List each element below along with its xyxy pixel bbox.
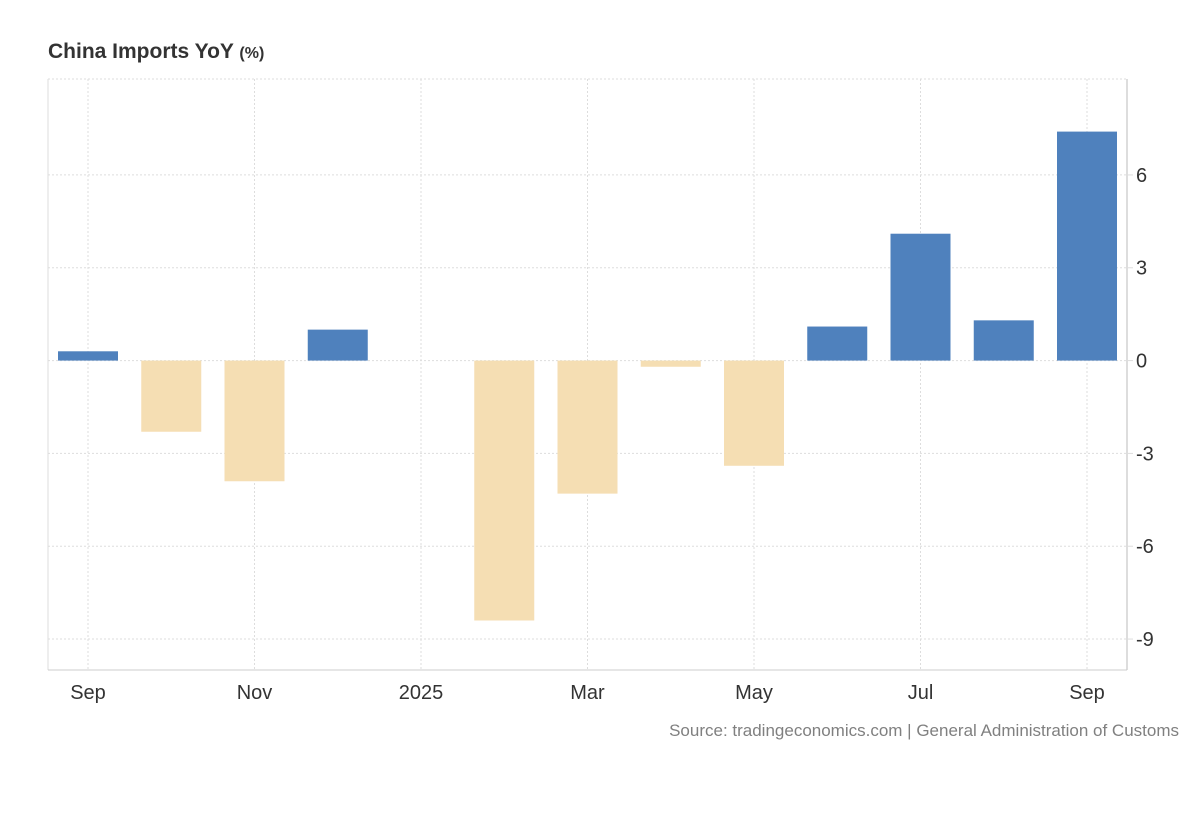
x-tick-label: 2025 <box>399 682 444 704</box>
bar-mar-2025 <box>557 360 618 494</box>
y-tick-label: 6 <box>1136 165 1147 187</box>
x-tick-label: Sep <box>70 682 106 704</box>
x-tick-label: Sep <box>1069 682 1105 704</box>
x-tick-label: Nov <box>237 682 273 704</box>
y-tick-label: -6 <box>1136 536 1154 558</box>
bar-may-2025 <box>724 360 784 466</box>
y-tick-label: 0 <box>1136 351 1147 373</box>
y-tick-label: -9 <box>1136 629 1154 651</box>
bar-sep-2025 <box>1057 131 1117 361</box>
source-note: Source: tradingeconomics.com | General A… <box>669 721 1179 740</box>
bar-feb-2025 <box>474 360 535 621</box>
chart-title: China Imports YoY (%) <box>48 40 264 64</box>
chart-title-text: China Imports YoY <box>48 40 234 63</box>
chart-title-unit: (%) <box>239 45 265 62</box>
bar-aug-2025 <box>973 320 1034 361</box>
bar-jun-2025 <box>807 326 868 361</box>
y-tick-label: -3 <box>1136 443 1154 465</box>
bar-jul-2025 <box>890 233 951 361</box>
bar-nov-2024 <box>224 360 285 482</box>
y-tick-label: 3 <box>1136 258 1147 280</box>
bar-chart: 6 3 0 -3 -6 -9 Sep Nov 2025 Mar May Jul Sep <box>47 78 1154 704</box>
x-tick-label: Jul <box>908 682 934 704</box>
bar-sep-2024 <box>58 351 118 361</box>
bar-dec-2024 <box>307 329 368 361</box>
x-tick-label: May <box>735 682 773 704</box>
x-tick-label: Mar <box>570 682 605 704</box>
bar-oct-2024 <box>141 360 202 432</box>
bar-apr-2025 <box>640 360 701 367</box>
